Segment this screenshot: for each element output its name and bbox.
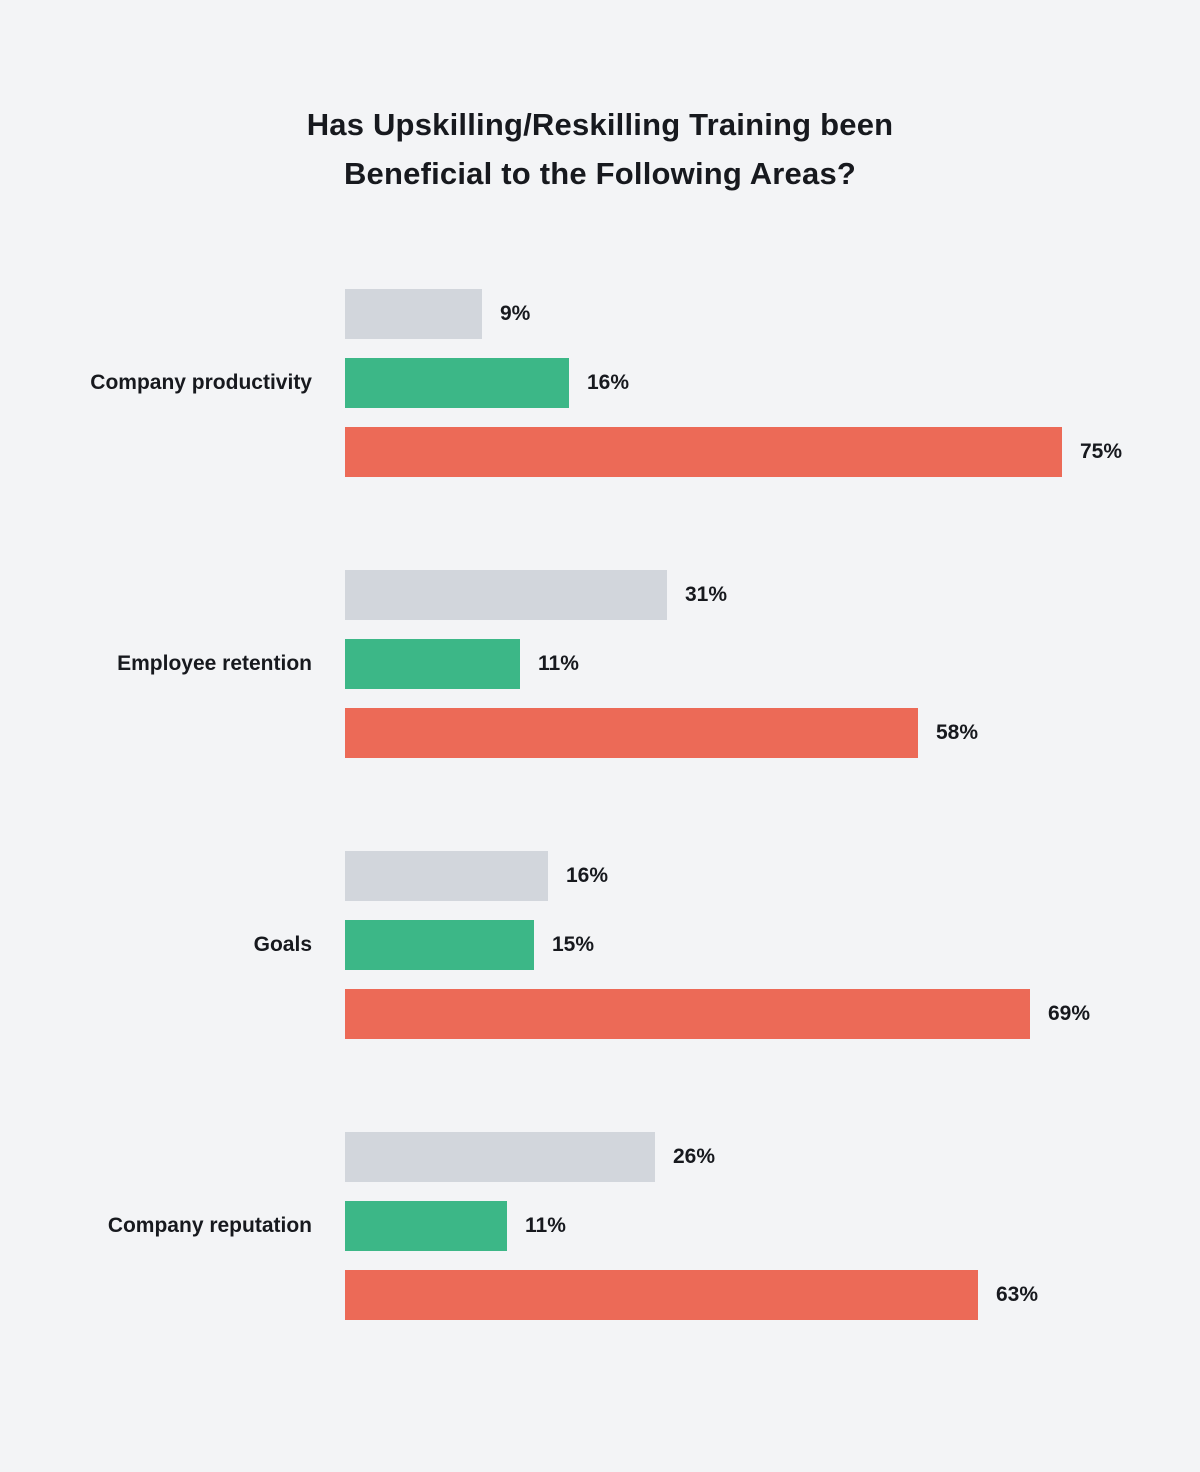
chart-row: Company reputation 26% 11% 63% — [0, 1132, 1200, 1320]
bar-red — [345, 708, 918, 758]
bar-gray — [345, 1132, 655, 1182]
bar-row: 9% — [345, 289, 1200, 339]
bar-red — [345, 427, 1062, 477]
bar-value-label: 63% — [996, 1283, 1039, 1306]
bar-value-label: 75% — [1080, 440, 1123, 463]
bar-value-label: 9% — [500, 302, 531, 325]
bar-red — [345, 989, 1030, 1039]
bar-green — [345, 639, 520, 689]
bar-green — [345, 358, 569, 408]
bar-row: 63% — [345, 1270, 1200, 1320]
category-label: Company reputation — [107, 1214, 312, 1237]
chart-row: Goals 16% 15% 69% — [0, 851, 1200, 1039]
bar-value-label: 15% — [552, 933, 595, 956]
chart-title: Has Upskilling/Reskilling Training been … — [0, 0, 1200, 198]
bar-row: 26% — [345, 1132, 1200, 1182]
bar-row: 58% — [345, 708, 1200, 758]
bar-value-label: 16% — [566, 864, 609, 887]
bar-red — [345, 1270, 978, 1320]
bar-row: 69% — [345, 989, 1200, 1039]
bar-value-label: 16% — [587, 371, 630, 394]
bar-row: 31% — [345, 570, 1200, 620]
bar-value-label: 31% — [685, 583, 728, 606]
bar-chart: Company productivity 9% 16% 75% Employee ret… — [0, 289, 1200, 1320]
bar-value-label: 26% — [673, 1145, 716, 1168]
bar-value-label: 11% — [525, 1214, 566, 1237]
bar-stack: 31% 11% 58% — [345, 570, 1200, 758]
bar-row: 75% — [345, 427, 1200, 477]
chart-row: Employee retention 31% 11% 58% — [0, 570, 1200, 758]
bar-gray — [345, 851, 548, 901]
bar-row: 16% — [345, 358, 1200, 408]
chart-title-line1: Has Upskilling/Reskilling Training been — [306, 107, 894, 142]
bar-green — [345, 920, 534, 970]
chart-row: Company productivity 9% 16% 75% — [0, 289, 1200, 477]
chart-title-line2: Beneficial to the Following Areas? — [343, 156, 857, 191]
bar-row: 15% — [345, 920, 1200, 970]
category-label: Company productivity — [90, 371, 312, 394]
bar-green — [345, 1201, 507, 1251]
category-label: Goals — [253, 933, 312, 956]
bar-value-label: 58% — [936, 721, 979, 744]
bar-stack: 16% 15% 69% — [345, 851, 1200, 1039]
bar-stack: 26% 11% 63% — [345, 1132, 1200, 1320]
bar-value-label: 69% — [1048, 1002, 1091, 1025]
bar-gray — [345, 570, 667, 620]
bar-gray — [345, 289, 482, 339]
bar-row: 11% — [345, 639, 1200, 689]
category-label: Employee retention — [117, 652, 312, 675]
bar-row: 11% — [345, 1201, 1200, 1251]
bar-stack: 9% 16% 75% — [345, 289, 1200, 477]
bar-row: 16% — [345, 851, 1200, 901]
bar-value-label: 11% — [538, 652, 579, 675]
